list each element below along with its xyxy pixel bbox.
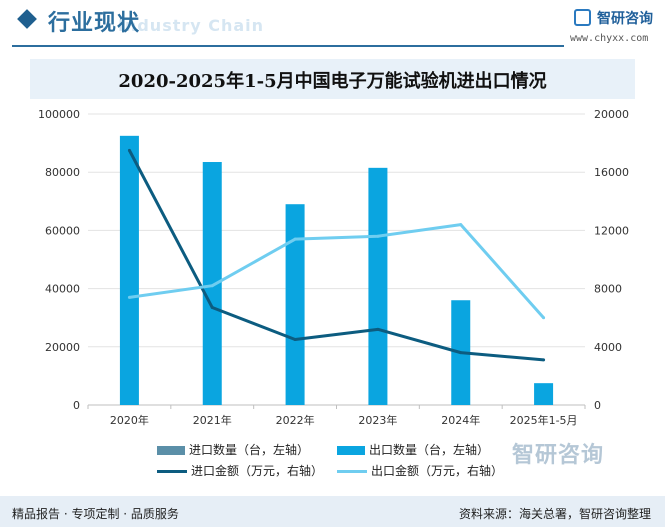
line-point-3-3 [376, 234, 380, 238]
line-point-2-0 [127, 148, 131, 152]
line-point-2-5 [542, 358, 546, 362]
legend-swatch-export-qty [337, 446, 365, 455]
y-left-tick-label: 40000 [45, 283, 80, 296]
footer-bar: 精品报告 · 专项定制 · 品质服务 资料来源：海关总署，智研咨询整理 [0, 496, 665, 527]
legend-export-amt: 出口金额（万元，右轴） [337, 462, 503, 479]
line-point-3-1 [210, 284, 214, 288]
bar-1-5 [534, 383, 554, 405]
chart-title: 2020-2025年1-5月中国电子万能试验机进出口情况 [118, 71, 547, 92]
x-tick-label: 2023年 [358, 413, 397, 427]
y-right-tick-label: 16000 [594, 166, 629, 179]
legend-swatch-import-qty [157, 446, 185, 455]
bar-1-1 [202, 162, 222, 405]
legend-label-export-amt: 出口金额（万元，右轴） [371, 464, 504, 478]
y-left-tick-label: 20000 [45, 341, 80, 354]
section-title-en: Industry Chain [118, 16, 265, 35]
line-point-2-1 [210, 306, 214, 310]
line-point-3-5 [542, 316, 546, 320]
y-left-tick-label: 100000 [38, 108, 80, 121]
y-right-tick-label: 12000 [594, 224, 629, 237]
legend-swatch-export-amt [337, 470, 367, 473]
y-right-tick-label: 4000 [594, 341, 622, 354]
line-series-2 [128, 149, 544, 362]
brand-url: www.chyxx.com [570, 33, 649, 44]
brand-name: 智研咨询 [597, 11, 653, 27]
legend-import-qty: 进口数量（台，左轴） [157, 441, 309, 458]
legend-label-import-amt: 进口金额（万元，右轴） [191, 464, 324, 478]
footer-source: 资料来源：海关总署，智研咨询整理 [458, 507, 651, 521]
line-point-2-3 [376, 327, 380, 331]
x-tick-label: 2024年 [441, 413, 480, 427]
legend-label-import-qty: 进口数量（台，左轴） [189, 443, 310, 457]
y-left-tick-label: 0 [73, 399, 80, 412]
line-point-2-2 [293, 338, 297, 342]
x-tick-label: 2025年1-5月 [510, 413, 578, 427]
x-tick-label: 2022年 [276, 413, 315, 427]
legend-swatch-import-amt [157, 470, 187, 473]
section-title: 行业现状 [48, 11, 141, 36]
y-right-tick-label: 0 [594, 399, 601, 412]
y-right-tick-label: 20000 [594, 108, 629, 121]
x-tick-label: 2021年 [193, 413, 232, 427]
x-tick-label: 2020年 [110, 413, 149, 427]
legend-import-amt: 进口金额（万元，右轴） [157, 462, 323, 479]
line-point-3-4 [459, 223, 463, 227]
line-point-3-2 [293, 237, 297, 241]
watermark-logo: 智研咨询 [512, 443, 605, 468]
y-left-tick-label: 80000 [45, 166, 80, 179]
y-right-tick-label: 8000 [594, 283, 622, 296]
bar-1-0 [119, 135, 139, 405]
line-point-3-0 [127, 295, 131, 299]
legend-label-export-qty: 出口数量（台，左轴） [369, 443, 490, 457]
brand-logo-icon [574, 9, 591, 26]
footer-slogan: 精品报告 · 专项定制 · 品质服务 [12, 507, 179, 521]
line-series-3 [129, 223, 545, 319]
line-point-2-4 [459, 351, 463, 355]
y-left-tick-label: 60000 [45, 224, 80, 237]
header-divider [12, 45, 564, 47]
chart-title-box: 2020-2025年1-5月中国电子万能试验机进出口情况 [30, 59, 635, 99]
bar-1-2 [285, 204, 305, 405]
bar-1-3 [368, 167, 388, 405]
top-header: Industry Chain 行业现状 智研咨询 www.chyxx.com [0, 0, 665, 44]
legend-export-qty: 出口数量（台，左轴） [337, 441, 489, 458]
